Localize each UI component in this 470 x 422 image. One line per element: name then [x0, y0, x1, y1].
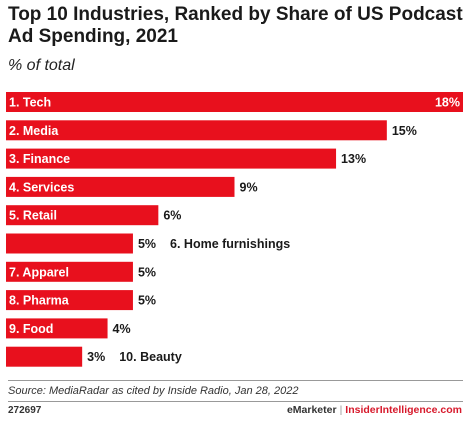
category-label-9: 9. Food	[9, 322, 53, 336]
category-label-8: 8. Pharma	[9, 294, 70, 308]
value-label-7: 5%	[138, 265, 156, 279]
category-label-1: 1. Tech	[9, 96, 51, 110]
bar-5	[6, 205, 159, 226]
bar-9	[6, 318, 108, 339]
bar-6	[6, 233, 133, 254]
category-label-3: 3. Finance	[9, 152, 70, 166]
bar-chart: 18% 1. Tech 15% 2. Media 13% 3. Finance 9% 4. S…	[6, 92, 463, 367]
category-label-6: 6. Home furnishings	[170, 237, 290, 251]
brand-insiderintelligence: InsiderIntelligence.com	[345, 404, 462, 416]
footer-brand: eMarketer | InsiderIntelligence.com	[287, 404, 462, 416]
value-label-6: 5%	[138, 237, 156, 251]
value-label-8: 5%	[138, 294, 156, 308]
category-label-5: 5. Retail	[9, 209, 57, 223]
chart-subtitle: % of total	[8, 57, 75, 74]
value-label-3: 13%	[341, 152, 366, 166]
category-label-10: 10. Beauty	[119, 350, 182, 364]
source-note: Source: MediaRadar as cited by Inside Ra…	[8, 385, 299, 397]
bar-4	[6, 176, 235, 197]
footer-divider	[8, 401, 463, 402]
bar-10	[6, 346, 83, 367]
value-label-4: 9%	[240, 180, 258, 194]
bar-1	[6, 92, 463, 112]
chart-title: Top 10 Industries, Ranked by Share of US…	[8, 4, 463, 47]
value-label-9: 4%	[113, 322, 131, 336]
value-label-5: 6%	[163, 209, 181, 223]
chart-id: 272697	[8, 405, 42, 416]
bar-8	[6, 290, 133, 311]
value-label-1: 18%	[435, 96, 460, 110]
brand-separator: |	[339, 404, 343, 416]
value-label-2: 15%	[392, 124, 417, 138]
bar-2	[6, 120, 387, 141]
category-label-4: 4. Services	[9, 180, 74, 194]
bar-3	[6, 148, 337, 169]
brand-emarketer: eMarketer	[286, 404, 337, 416]
category-label-2: 2. Media	[9, 124, 59, 138]
value-label-10: 3%	[87, 350, 105, 364]
bar-7	[6, 261, 133, 282]
category-label-7: 7. Apparel	[9, 265, 69, 279]
source-divider	[8, 380, 463, 381]
